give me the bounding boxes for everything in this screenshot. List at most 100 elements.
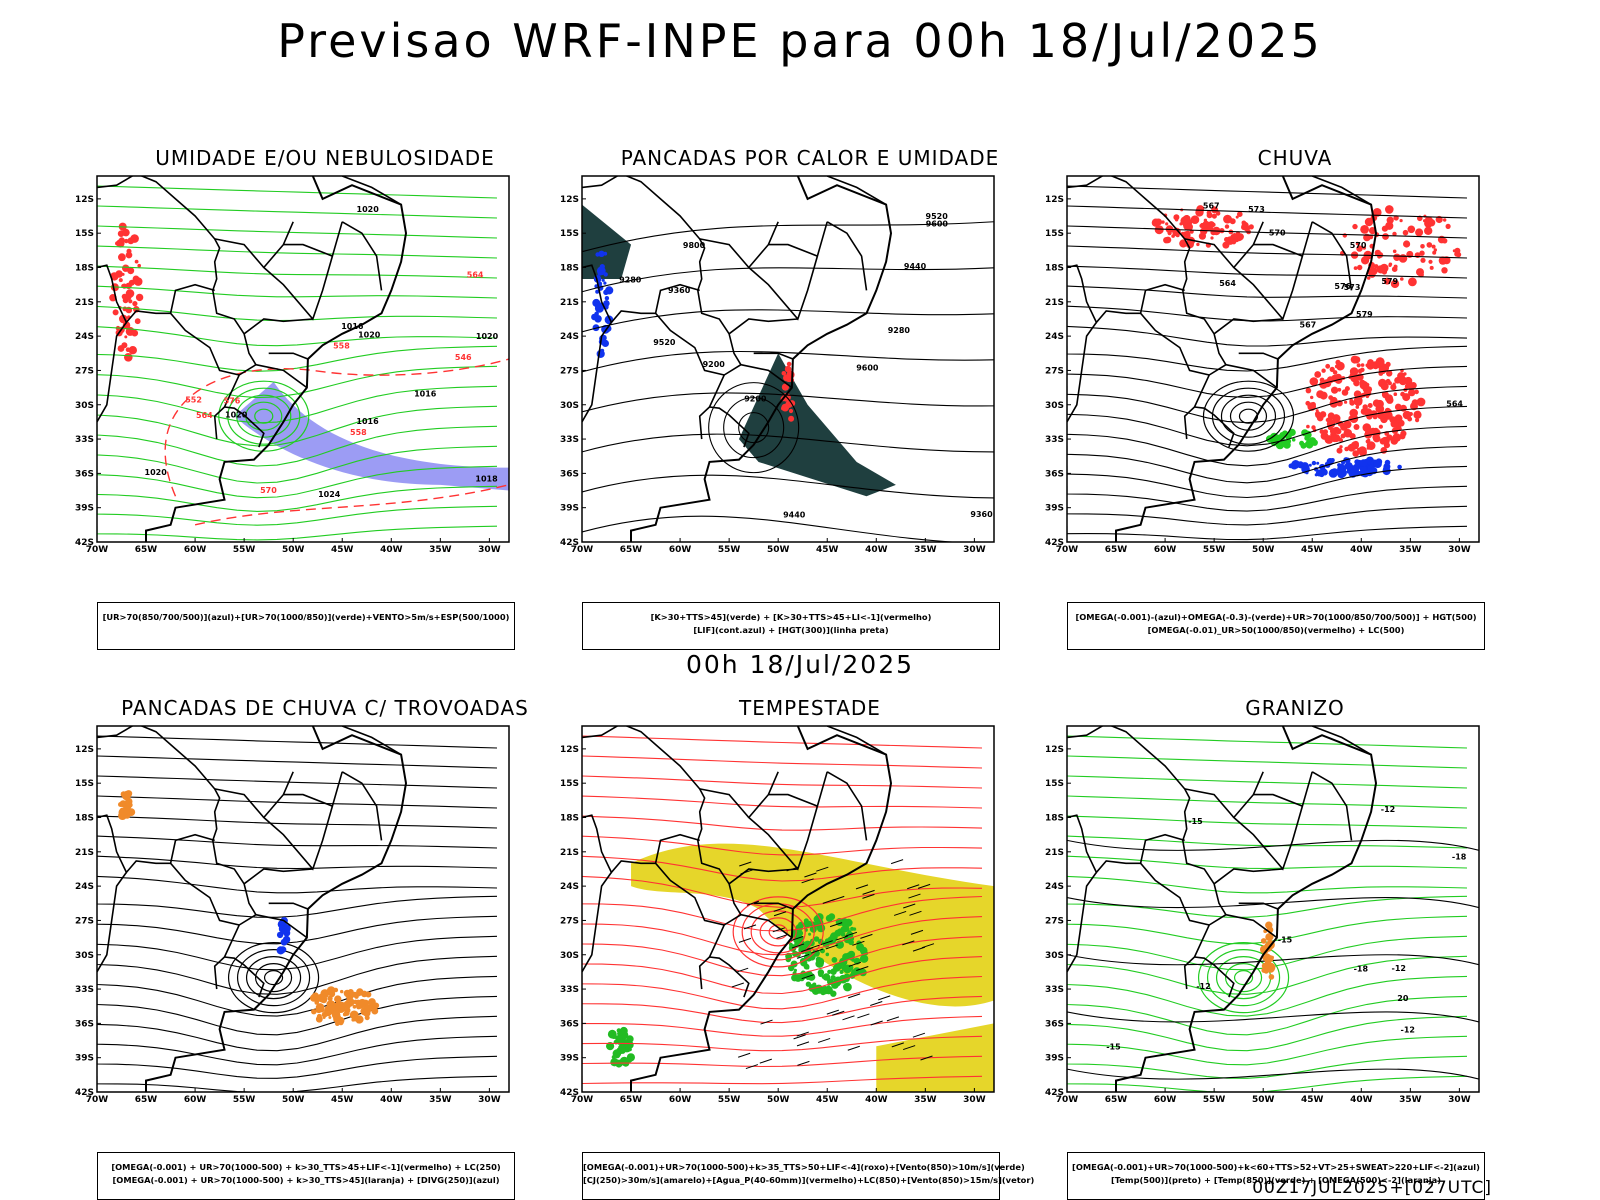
lon-tick-label: 30W bbox=[963, 545, 986, 555]
contour-label: 564 bbox=[467, 271, 484, 280]
lon-tick-label: 40W bbox=[865, 545, 888, 555]
contour-label: 564 bbox=[196, 411, 213, 420]
lon-tick-label: 30W bbox=[963, 1095, 986, 1105]
lon-tick-label: 70W bbox=[1056, 1095, 1079, 1105]
country-border bbox=[826, 176, 887, 206]
country-border bbox=[826, 221, 868, 291]
contour-label-group: 9600952094409360928092009800936092809520… bbox=[619, 212, 993, 520]
contour-label: -15 bbox=[1278, 935, 1293, 944]
lat-tick-label: 30S bbox=[75, 951, 94, 961]
lon-axis: 70W 65W 60W 55W 50W 45W 40W 35W 30W bbox=[571, 538, 986, 555]
country-border bbox=[1311, 221, 1353, 291]
lc250-streamlines bbox=[97, 735, 498, 1092]
country-border bbox=[826, 726, 887, 756]
lat-tick-label: 36S bbox=[560, 469, 579, 479]
lat-tick-label: 21S bbox=[75, 848, 94, 858]
blue-divergence bbox=[276, 917, 291, 955]
lon-tick-label: 35W bbox=[1399, 545, 1422, 555]
contour-label: 564 bbox=[1219, 279, 1236, 288]
lon-tick-label: 40W bbox=[1350, 545, 1373, 555]
lon-tick-label: 50W bbox=[767, 545, 790, 555]
country-border bbox=[1225, 363, 1278, 389]
lon-tick-label: 60W bbox=[1154, 545, 1177, 555]
country-border bbox=[728, 868, 798, 885]
map-granizo: -12 -15 -15 -12 -18 -18 -15 -12 -12 20 12S 15S 18S 21… bbox=[1045, 724, 1515, 1144]
hgt-contours bbox=[582, 221, 994, 542]
lon-tick-label: 60W bbox=[184, 1095, 207, 1105]
country-border bbox=[1067, 176, 1227, 440]
lon-tick-label: 35W bbox=[1399, 1095, 1422, 1105]
contour-label: 9440 bbox=[904, 262, 927, 271]
contour-label: 579 bbox=[1381, 277, 1398, 286]
map-frame bbox=[96, 175, 510, 543]
country-border bbox=[255, 363, 308, 389]
contour-label: 558 bbox=[333, 341, 350, 350]
contour-label: 570 bbox=[1269, 229, 1286, 238]
contour-label: 9280 bbox=[619, 275, 642, 284]
legend-line: [CJ(250)>30m/s](amarelo)+[Agua_P(40-60mm… bbox=[583, 1175, 1035, 1185]
country-border bbox=[243, 318, 313, 335]
lon-tick-label: 65W bbox=[1105, 545, 1128, 555]
lon-tick-label: 30W bbox=[478, 1095, 501, 1105]
contour-label-group: -12 -15 -15 -12 -18 -18 -15 -12 -12 20 bbox=[1106, 805, 1467, 1051]
contour-label: 567 bbox=[1300, 320, 1317, 329]
country-border bbox=[654, 833, 725, 926]
green-contours bbox=[97, 185, 498, 541]
thickness-dashed-line bbox=[164, 358, 509, 497]
contour-label: 1020 bbox=[225, 411, 248, 420]
lat-tick-label: 15S bbox=[75, 779, 94, 789]
lon-tick-label: 60W bbox=[669, 545, 692, 555]
lat-tick-label: 15S bbox=[1045, 779, 1064, 789]
country-border bbox=[97, 871, 128, 973]
green-wind-shade bbox=[606, 1026, 635, 1068]
contour-label: 9520 bbox=[926, 212, 949, 221]
lon-tick-label: 65W bbox=[620, 545, 643, 555]
lon-tick-label: 65W bbox=[135, 545, 158, 555]
map-pancadas-calor: 9600 9520 9440 9360 9280 9200 9800 9360 9280 9520… bbox=[560, 174, 1030, 594]
contour-label: 576 bbox=[224, 397, 241, 406]
country-border bbox=[1184, 788, 1235, 819]
contour-label: 564 bbox=[1446, 400, 1463, 409]
map-pancadas-trovoadas: 12S 15S 18S 21S 24S 27S 30S 33S 36S 39S 42S 70W 65W 6… bbox=[75, 724, 545, 1144]
country-border bbox=[1238, 902, 1279, 910]
panel-title: UMIDADE E/OU NEBULOSIDADE bbox=[155, 146, 495, 170]
contour-label: 9360 bbox=[668, 286, 691, 295]
country-border bbox=[582, 871, 613, 973]
lat-tick-label: 15S bbox=[75, 229, 94, 239]
country-border bbox=[268, 902, 309, 910]
lat-tick-label: 39S bbox=[560, 504, 579, 514]
country-border bbox=[654, 283, 725, 376]
contour-label: 1016 bbox=[414, 389, 437, 398]
lon-tick-label: 55W bbox=[718, 545, 741, 555]
lon-tick-label: 70W bbox=[571, 1095, 594, 1105]
lat-tick-label: 15S bbox=[560, 779, 579, 789]
lat-axis: 12S 15S 18S 21S 24S 27S 30S 33S 36S 39S 42S bbox=[560, 745, 586, 1098]
legend-line: [K>30+TTS>45](verde) + [K>30+TTS>45+LI<-… bbox=[650, 612, 932, 622]
country-border bbox=[341, 771, 383, 841]
lat-tick-label: 21S bbox=[75, 298, 94, 308]
country-border bbox=[1139, 283, 1210, 376]
contour-label: -15 bbox=[1188, 817, 1203, 826]
map-chuva: 579 576 573 570 567 564 579 573 570 567 564 12S 15S 1… bbox=[1045, 174, 1515, 594]
lat-tick-label: 18S bbox=[75, 264, 94, 274]
lat-tick-label: 42S bbox=[75, 1088, 94, 1098]
lat-tick-label: 18S bbox=[560, 814, 579, 824]
lat-axis: 12S 15S 18S 21S 24S 27S 30S 33S 36S 39S 42S bbox=[75, 745, 101, 1098]
coastline bbox=[1115, 176, 1378, 542]
contour-label: 1024 bbox=[318, 490, 341, 499]
panel-granizo: GRANIZO -12 -15 -15 -12 -18 -18 -15 -12 -12 20 12S… bbox=[1045, 696, 1545, 1200]
country-border bbox=[740, 363, 793, 389]
lat-tick-label: 21S bbox=[560, 848, 579, 858]
lat-tick-label: 24S bbox=[560, 332, 579, 342]
lon-tick-label: 50W bbox=[282, 1095, 305, 1105]
country-border bbox=[1225, 913, 1278, 939]
country-border bbox=[1232, 221, 1313, 321]
panel-chuva: CHUVA 579 576 573 570 567 564 579 573 570 567 564 1… bbox=[1045, 146, 1545, 650]
map-layers bbox=[97, 726, 498, 1092]
contour-label: 9520 bbox=[653, 338, 676, 347]
country-border bbox=[97, 264, 171, 324]
